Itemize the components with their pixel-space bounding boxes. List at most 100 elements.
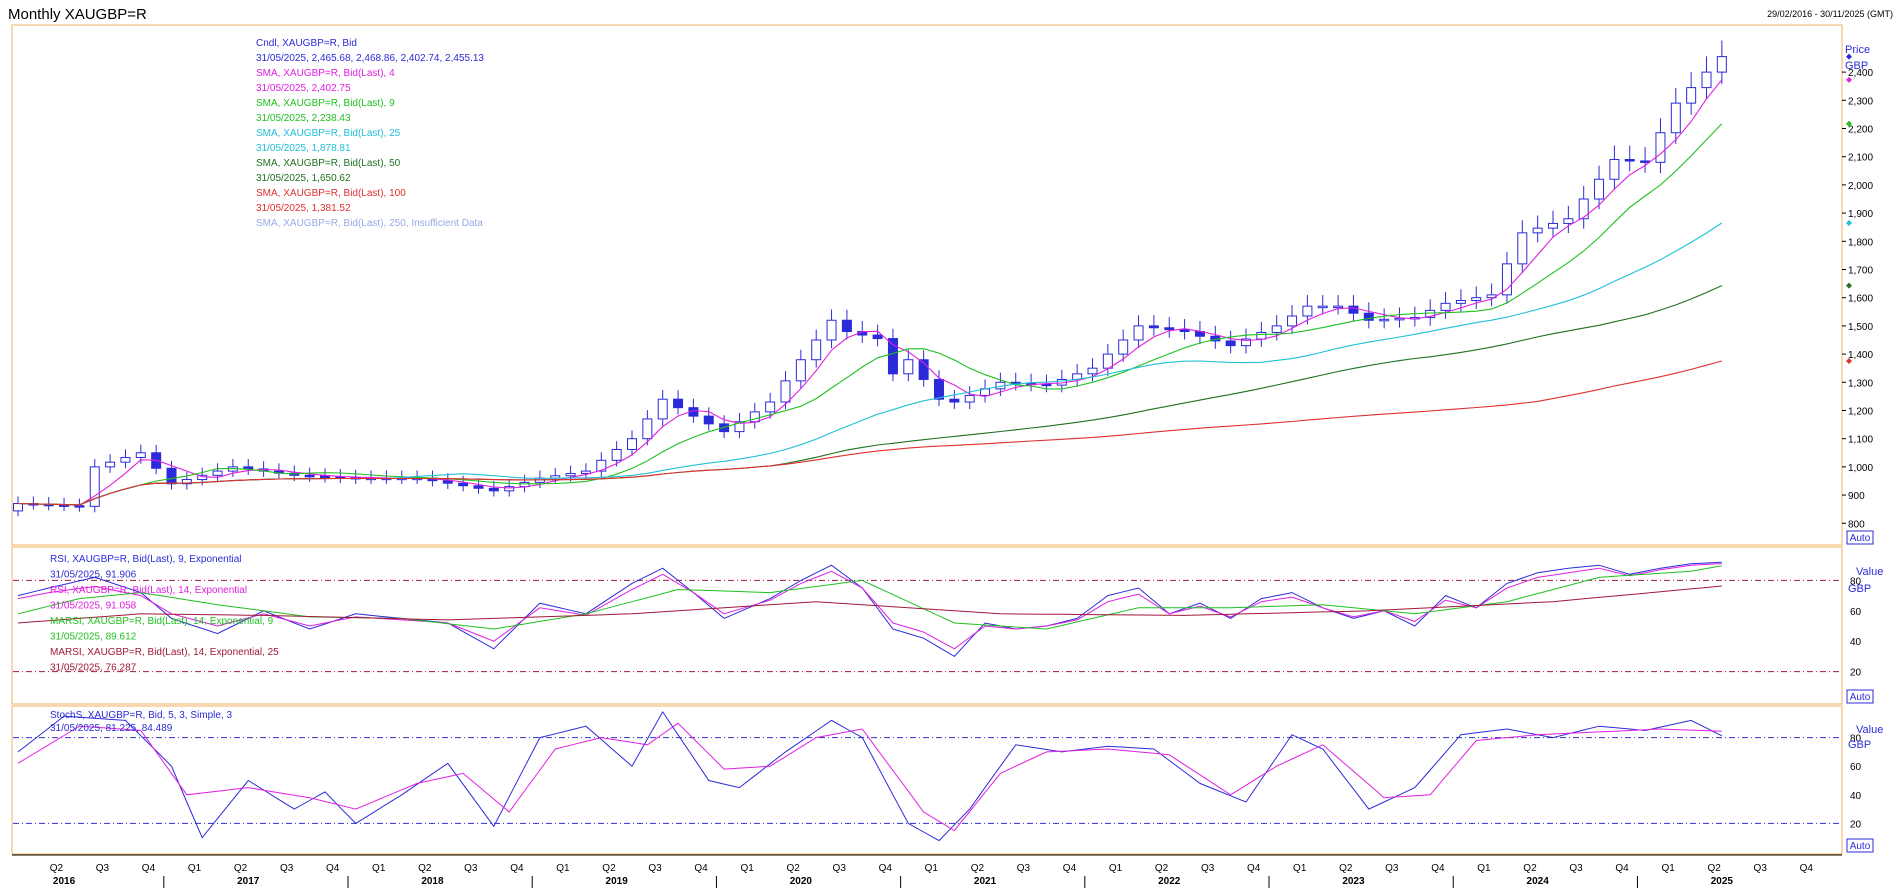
axes: 800 900 1,000 1,100 1,200 1,300 1,400 1,500 1,60… [12, 53, 1873, 888]
candle-body [181, 479, 192, 485]
price-tick-label: 1,300 [1848, 378, 1873, 389]
candle-body [1440, 302, 1451, 311]
rsi-panel [11, 546, 1843, 705]
auto-label: Auto [1850, 533, 1871, 544]
candle-body [1686, 87, 1697, 104]
candle [872, 324, 883, 347]
price-legend-line: 31/05/2025, 1,878.81 [256, 143, 351, 154]
candle [1517, 220, 1528, 274]
candle [949, 390, 960, 409]
quarter-label: Q2 [234, 863, 248, 874]
candle [1640, 146, 1651, 173]
candle-body [1471, 297, 1482, 302]
candle-body [627, 438, 637, 450]
candle [458, 475, 469, 492]
candle [934, 370, 944, 407]
auto-button-stoch[interactable]: Auto [1846, 838, 1874, 853]
quarter-label: Q3 [1017, 863, 1031, 874]
candle [1594, 165, 1605, 210]
candle-body [1548, 222, 1558, 229]
candle-body [1501, 263, 1512, 296]
candle-body [105, 461, 116, 468]
year-label: 2017 [237, 876, 260, 887]
candle-body [1609, 159, 1620, 180]
candle-body [304, 474, 315, 478]
candle-body [1578, 198, 1589, 220]
date-range: 29/02/2016 - 30/11/2025 (GMT) [1767, 9, 1893, 19]
candle [1624, 145, 1635, 172]
candle [1302, 295, 1313, 325]
auto-label: Auto [1850, 692, 1871, 703]
price-tick-label: 1,900 [1848, 209, 1873, 220]
rsi-tick-label: 20 [1850, 668, 1862, 679]
auto-label: Auto [1850, 841, 1871, 852]
year-label: 2023 [1342, 876, 1365, 887]
candle [1102, 343, 1113, 376]
candle [611, 441, 622, 467]
price-tick-label: 2,400 [1848, 68, 1873, 79]
candle-body [903, 359, 914, 375]
auto-button-price[interactable]: Auto [1846, 530, 1874, 545]
candle [780, 371, 791, 410]
price-legend-line: 31/05/2025, 1,650.62 [256, 173, 351, 184]
year-label: 2022 [1158, 876, 1181, 887]
price-legend-line: SMA, XAUGBP=R, Bid(Last), 9 [256, 98, 395, 109]
header: Monthly XAUGBP=R 29/02/2016 - 30/11/2025… [8, 6, 1893, 23]
candle [381, 470, 392, 484]
candle-body [1287, 315, 1298, 327]
candle-body [135, 452, 146, 458]
price-tick-label: 2,300 [1848, 96, 1873, 107]
candle-body [1333, 305, 1344, 309]
rsi-axis-unit: GBP [1848, 583, 1871, 595]
year-label: 2016 [53, 876, 76, 887]
quarter-label: Q4 [1063, 863, 1077, 874]
stoch-d-line [17, 722, 1722, 832]
year-label: 2018 [421, 876, 444, 887]
candle-body [1148, 325, 1159, 329]
candle [1563, 205, 1574, 234]
stoch-tick-label: 60 [1850, 762, 1862, 773]
candle-body [596, 459, 607, 472]
quarter-label: Q4 [142, 863, 156, 874]
auto-button-rsi[interactable]: Auto [1846, 689, 1874, 704]
price-plot [13, 40, 1727, 517]
rsi-legend-line: MARSI, XAUGBP=R, Bid(Last), 14, Exponent… [50, 616, 274, 627]
candle-body [673, 398, 684, 409]
quarter-label: Q1 [925, 863, 939, 874]
candle [673, 390, 684, 415]
stoch-axis-unit: GBP [1848, 739, 1871, 751]
candle [642, 410, 653, 446]
price-tick-label: 1,700 [1848, 265, 1873, 276]
price-tick-label: 1,400 [1848, 350, 1873, 361]
candle-body [1716, 56, 1727, 73]
stoch-legend-line: StochS, XAUGBP=R, Bid, 5, 3, Simple, 3 [50, 710, 232, 721]
candle-body [1164, 327, 1175, 331]
price-legend-line: 31/05/2025, 1,381.52 [256, 203, 351, 214]
candle-body [1241, 338, 1251, 347]
quarter-label: Q2 [1339, 863, 1353, 874]
marsi-25-line [17, 585, 1722, 624]
candle [1210, 325, 1221, 349]
candle [1333, 295, 1344, 315]
candle [1486, 283, 1497, 307]
candle [212, 463, 223, 482]
candle [826, 309, 837, 349]
candle [1148, 315, 1159, 336]
candle [1548, 210, 1558, 238]
quarter-label: Q3 [1754, 863, 1768, 874]
candle-body [811, 339, 822, 361]
candle [181, 471, 192, 490]
rsi-legend-line: 31/05/2025, 76.287 [50, 663, 137, 674]
candle-body [765, 401, 776, 413]
candle [1471, 286, 1482, 309]
candle-body [1532, 227, 1543, 234]
price-legend-line: 31/05/2025, 2,238.43 [256, 113, 351, 124]
quarter-label: Q3 [1201, 863, 1215, 874]
candle [1164, 317, 1175, 338]
candle-body [1363, 312, 1374, 321]
quarter-label: Q2 [1155, 863, 1169, 874]
rsi-legend-line: 31/05/2025, 89.612 [50, 632, 137, 643]
rsi-tick-label: 40 [1850, 637, 1862, 648]
candle [1379, 308, 1390, 329]
candle-body [795, 359, 806, 382]
